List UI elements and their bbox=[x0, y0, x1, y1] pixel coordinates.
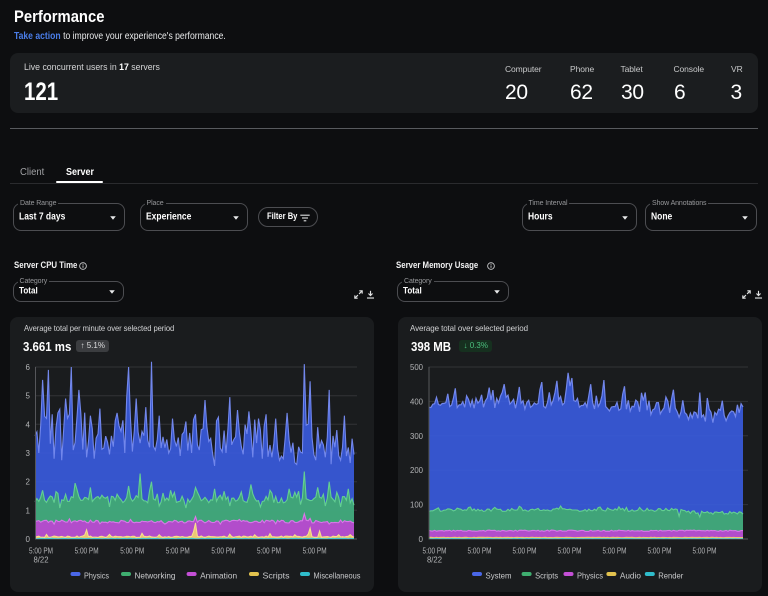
svg-text:Render: Render bbox=[658, 571, 683, 581]
svg-text:5:00 PM: 5:00 PM bbox=[558, 546, 582, 556]
svg-text:300: 300 bbox=[410, 432, 424, 441]
svg-text:5:00 PM: 5:00 PM bbox=[423, 546, 447, 556]
svg-text:5: 5 bbox=[26, 392, 31, 401]
svg-text:4: 4 bbox=[26, 420, 31, 429]
svg-text:Scripts: Scripts bbox=[263, 571, 290, 581]
svg-text:6: 6 bbox=[26, 363, 31, 372]
svg-text:5:00 PM: 5:00 PM bbox=[166, 546, 190, 556]
svg-text:5:00 PM: 5:00 PM bbox=[75, 546, 99, 556]
svg-text:5:00 PM: 5:00 PM bbox=[29, 546, 53, 556]
svg-text:0: 0 bbox=[26, 535, 31, 544]
svg-text:Scripts: Scripts bbox=[535, 571, 558, 581]
svg-text:Miscellaneous: Miscellaneous bbox=[314, 571, 361, 581]
svg-text:100: 100 bbox=[410, 501, 424, 510]
svg-text:2: 2 bbox=[26, 478, 31, 487]
svg-text:400: 400 bbox=[410, 397, 424, 406]
svg-text:5:00 PM: 5:00 PM bbox=[120, 546, 144, 556]
svg-text:Audio: Audio bbox=[620, 571, 641, 581]
svg-text:Physics: Physics bbox=[84, 571, 109, 581]
svg-text:Physics: Physics bbox=[577, 571, 603, 581]
svg-text:1: 1 bbox=[26, 506, 31, 515]
svg-text:Networking: Networking bbox=[135, 571, 176, 581]
svg-text:Animation: Animation bbox=[200, 571, 237, 581]
svg-text:5:00 PM: 5:00 PM bbox=[513, 546, 537, 556]
svg-text:5:00 PM: 5:00 PM bbox=[648, 546, 672, 556]
svg-text:5:00 PM: 5:00 PM bbox=[303, 546, 327, 556]
svg-text:5:00 PM: 5:00 PM bbox=[257, 546, 281, 556]
svg-text:500: 500 bbox=[410, 363, 424, 372]
svg-text:5:00 PM: 5:00 PM bbox=[603, 546, 627, 556]
svg-text:8/22: 8/22 bbox=[34, 555, 49, 565]
svg-text:5:00 PM: 5:00 PM bbox=[211, 546, 235, 556]
svg-text:3: 3 bbox=[26, 449, 31, 458]
svg-text:200: 200 bbox=[410, 466, 424, 475]
svg-text:0: 0 bbox=[419, 535, 424, 544]
svg-text:5:00 PM: 5:00 PM bbox=[693, 546, 717, 556]
svg-text:System: System bbox=[486, 571, 512, 581]
svg-text:8/22: 8/22 bbox=[427, 555, 442, 565]
svg-text:5:00 PM: 5:00 PM bbox=[468, 546, 492, 556]
